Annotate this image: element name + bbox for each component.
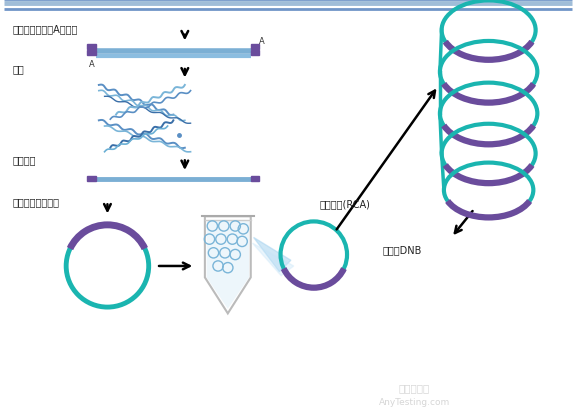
Text: AnyTesting.com: AnyTesting.com — [378, 397, 450, 406]
Bar — [88, 176, 96, 182]
Bar — [251, 176, 259, 182]
Text: A: A — [89, 60, 95, 69]
Text: 杂交: 杂交 — [13, 64, 25, 74]
Text: 形成单链环状文库: 形成单链环状文库 — [13, 197, 60, 207]
Polygon shape — [207, 221, 249, 309]
Polygon shape — [253, 238, 291, 272]
Bar — [251, 45, 259, 50]
Polygon shape — [252, 244, 294, 276]
Bar — [88, 51, 96, 56]
Text: 基因组打断，加A加接头: 基因组打断，加A加接头 — [13, 24, 78, 34]
Bar — [88, 45, 96, 50]
Text: 单链分离: 单链分离 — [13, 155, 36, 165]
Text: 纳米球DNB: 纳米球DNB — [382, 244, 422, 254]
Text: A: A — [259, 37, 265, 46]
Text: 壹岃检测网: 壹岃检测网 — [399, 383, 430, 393]
Text: 滚环复制(RCA): 滚环复制(RCA) — [320, 199, 370, 209]
Bar — [251, 51, 259, 56]
